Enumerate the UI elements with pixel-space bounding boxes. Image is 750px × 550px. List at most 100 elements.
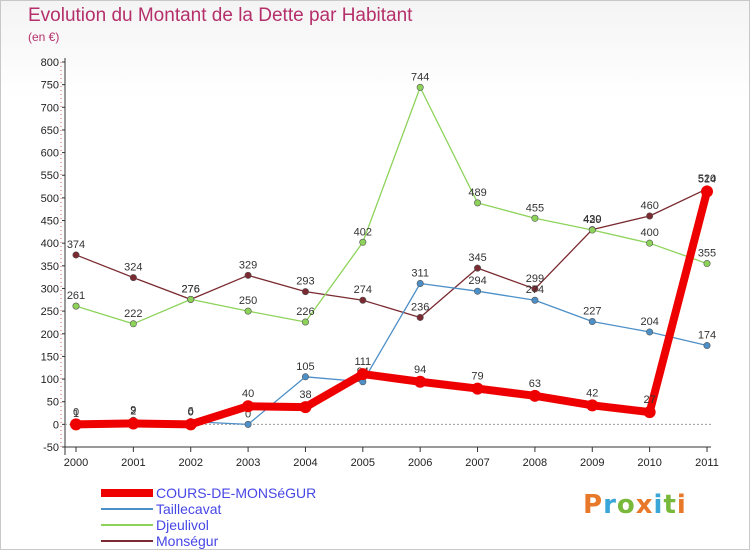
- data-point: [356, 368, 369, 381]
- data-label: 276: [182, 283, 200, 295]
- x-tick-label: 2009: [580, 457, 604, 469]
- data-label: 0: [73, 406, 79, 418]
- data-label: 329: [239, 259, 257, 271]
- legend-item: Monségur: [101, 533, 316, 549]
- legend-item: Djeulivol: [101, 517, 316, 533]
- legend-swatch: [101, 508, 153, 510]
- data-point: [416, 279, 424, 287]
- legend-label: COURS-DE-MONSéGUR: [156, 485, 317, 501]
- data-point: [242, 400, 255, 413]
- data-point: [646, 239, 654, 247]
- series-line-3: [75, 188, 708, 319]
- y-tick-label: 50: [47, 397, 59, 409]
- data-point: [703, 260, 711, 268]
- series-line-1: [75, 282, 708, 426]
- data-label: 345: [468, 252, 486, 264]
- data-point: [244, 307, 252, 315]
- x-tick-label: 2000: [64, 457, 88, 469]
- data-point: [643, 406, 656, 419]
- y-tick-label: 800: [41, 57, 59, 69]
- data-label: 111: [354, 356, 371, 368]
- data-point: [359, 296, 367, 304]
- data-label: 460: [640, 200, 658, 212]
- data-label: 105: [296, 361, 314, 373]
- data-point: [646, 212, 654, 220]
- data-label: 276: [182, 283, 200, 295]
- data-label: 2: [130, 405, 136, 417]
- data-label: 79: [471, 371, 483, 383]
- data-point: [703, 342, 711, 350]
- data-label: 744: [411, 71, 429, 83]
- data-point: [127, 417, 140, 430]
- data-label: 27: [644, 394, 656, 406]
- data-point: [414, 375, 427, 388]
- data-point: [471, 382, 484, 395]
- y-tick-label: 100: [41, 374, 59, 386]
- data-label: 204: [640, 316, 658, 328]
- data-point: [72, 251, 80, 259]
- y-tick-label: 600: [41, 148, 59, 160]
- series-line-2: [75, 86, 708, 325]
- data-label: 174: [698, 330, 716, 342]
- data-label: 489: [468, 187, 486, 199]
- y-tick-label: 750: [41, 80, 59, 92]
- data-label: 9: [130, 404, 136, 416]
- data-label: 274: [526, 284, 544, 296]
- y-tick-label: 700: [41, 102, 59, 114]
- legend-label: Djeulivol: [156, 517, 209, 533]
- data-label: 222: [124, 308, 142, 320]
- data-point: [528, 389, 541, 402]
- x-tick-label: 2004: [293, 457, 317, 469]
- data-label: 400: [640, 227, 658, 239]
- data-point: [244, 271, 252, 279]
- legend-swatch: [101, 540, 153, 542]
- legend-item: Taillecavat: [101, 501, 316, 517]
- data-point: [474, 264, 482, 272]
- y-tick-label: 550: [41, 170, 59, 182]
- data-point: [531, 285, 539, 293]
- data-label: 63: [529, 378, 541, 390]
- data-point: [474, 199, 482, 207]
- legend-item: COURS-DE-MONSéGUR: [101, 485, 316, 501]
- data-label: 429: [583, 214, 601, 226]
- data-point: [72, 302, 80, 310]
- legend-swatch: [101, 524, 153, 526]
- data-point: [531, 296, 539, 304]
- legend-label: Monségur: [156, 533, 219, 549]
- data-label: 374: [67, 239, 85, 251]
- proxiti-logo: Proxiti: [583, 490, 687, 520]
- x-tick-label: 2001: [121, 457, 145, 469]
- y-tick-label: 150: [41, 351, 59, 363]
- data-label: 0: [188, 406, 194, 418]
- x-tick-label: 2010: [637, 457, 661, 469]
- y-tick-label: 250: [41, 306, 59, 318]
- data-label: 311: [411, 267, 429, 279]
- series-line-0: [72, 187, 711, 429]
- data-label: 227: [583, 306, 601, 318]
- data-point: [301, 318, 309, 326]
- data-label: 324: [124, 262, 142, 274]
- data-point: [701, 185, 713, 198]
- x-tick-label: 2005: [351, 457, 375, 469]
- data-label: 250: [239, 295, 257, 307]
- data-label: 6: [188, 406, 194, 418]
- data-point: [244, 420, 252, 428]
- x-tick-label: 2007: [465, 457, 489, 469]
- x-tick-label: 2002: [178, 457, 202, 469]
- legend-label: Taillecavat: [156, 501, 222, 517]
- data-label: 455: [526, 202, 544, 214]
- data-label: 1: [73, 408, 79, 420]
- y-tick-label: 200: [41, 329, 59, 341]
- data-point: [129, 320, 137, 328]
- data-point: [359, 238, 367, 246]
- data-label: 430: [583, 214, 601, 226]
- data-label: 42: [586, 387, 598, 399]
- data-label: 274: [354, 284, 372, 296]
- data-point: [588, 318, 596, 326]
- data-label: 226: [296, 306, 314, 318]
- data-label: 94: [414, 364, 426, 376]
- data-point: [70, 418, 82, 431]
- data-label: 40: [242, 388, 254, 400]
